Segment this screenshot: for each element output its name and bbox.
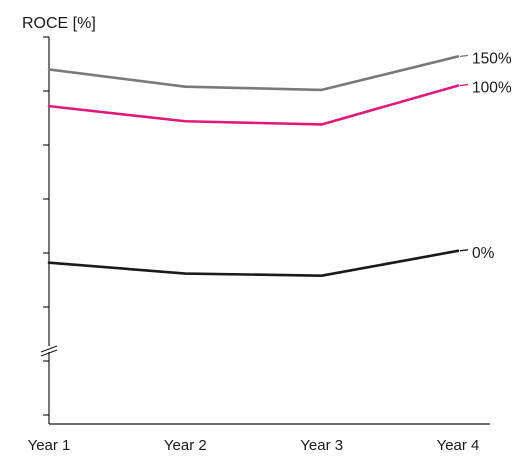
x-tick-label: Year 1 — [28, 437, 71, 454]
axis-break-icon — [40, 345, 58, 357]
series-line — [47, 55, 460, 92]
series-layer — [47, 55, 460, 277]
series-line — [47, 249, 460, 277]
x-tick-label: Year 2 — [164, 437, 207, 454]
series-end-label: 0% — [472, 245, 495, 262]
series-end-labels: 150% 100% 0% — [459, 50, 512, 262]
series-line — [47, 84, 460, 126]
series-end-label: 150% — [472, 50, 512, 67]
series-end-label: 100% — [472, 80, 512, 97]
series-label-leader — [459, 249, 469, 252]
y-axis-label: ROCE [%] — [22, 15, 96, 32]
x-tick-label: Year 4 — [437, 437, 480, 454]
axes — [40, 36, 490, 425]
x-tick-labels: Year 1 Year 2 Year 3 Year 4 — [28, 437, 480, 454]
series-label-leader — [459, 54, 469, 58]
x-tick-label: Year 3 — [300, 437, 343, 454]
series-label-leader — [459, 83, 469, 87]
